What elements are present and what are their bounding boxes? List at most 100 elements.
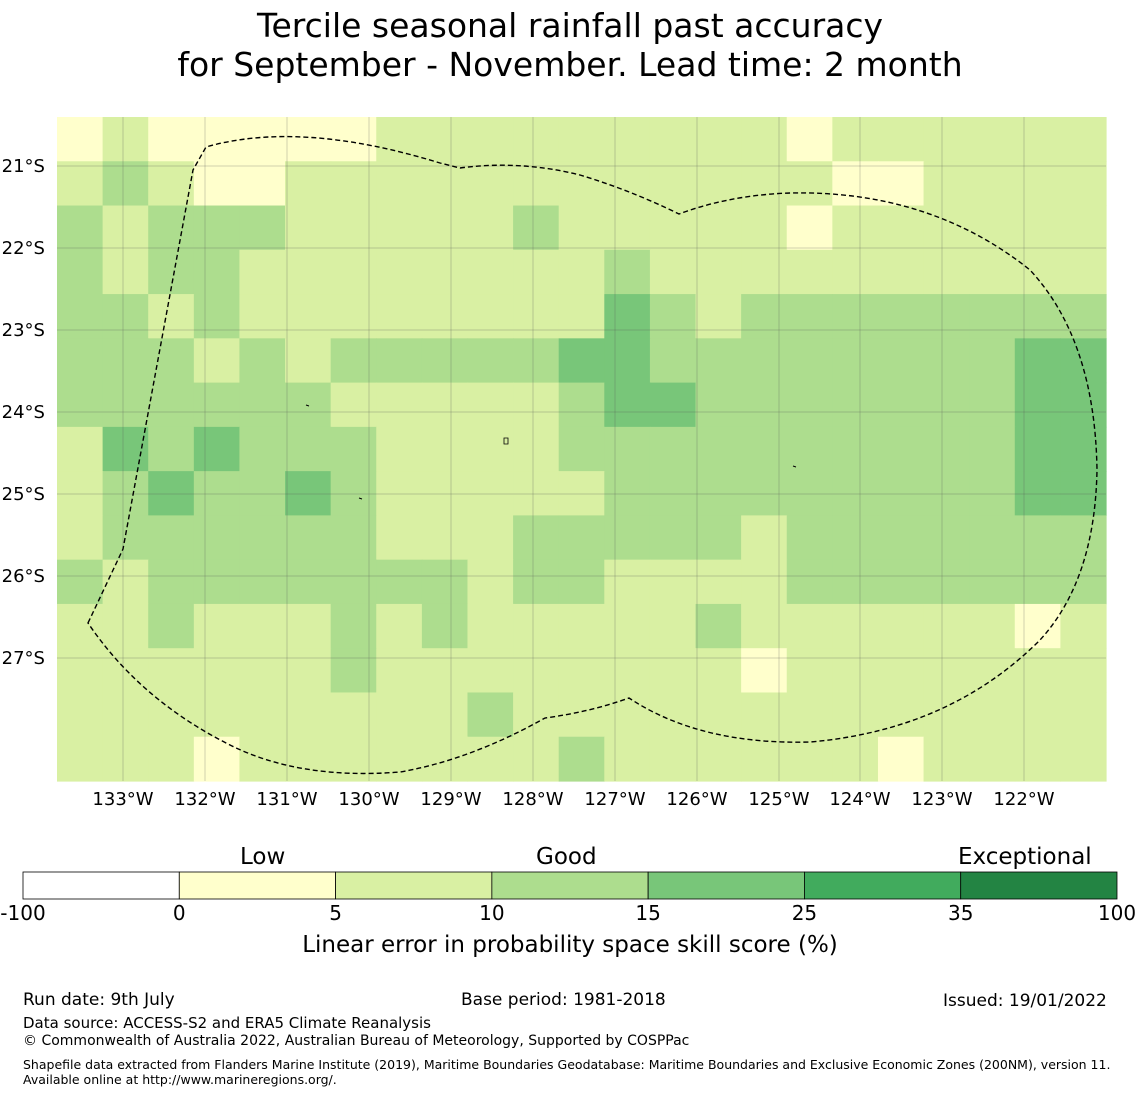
- grid-cell: [877, 471, 925, 516]
- colorbar-segment: [960, 871, 1118, 900]
- grid-cell: [604, 205, 651, 251]
- grid-cell: [467, 382, 514, 428]
- grid-cell: [969, 603, 1016, 649]
- grid-cell: [649, 471, 697, 516]
- grid-cell: [467, 249, 514, 295]
- grid-cell: [148, 294, 195, 339]
- grid-cell: [741, 648, 788, 694]
- grid-cell: [57, 382, 104, 428]
- longitude-labels: 133°W 132°W 131°W 130°W 129°W 128°W 127°W 126°W…: [92, 789, 1054, 810]
- grid-cell: [969, 249, 1016, 295]
- grid-cell: [604, 249, 651, 295]
- grid-cell: [1014, 338, 1061, 384]
- grid-cell: [923, 382, 970, 428]
- grid-cell: [102, 559, 149, 605]
- grid-cell: [969, 426, 1016, 472]
- grid-cell: [786, 117, 833, 162]
- grid-cell: [421, 471, 469, 516]
- grid-cell: [148, 426, 195, 472]
- grid-cell: [330, 603, 377, 649]
- grid-cell: [102, 736, 149, 782]
- grid-cell: [1060, 692, 1107, 738]
- grid-cell: [102, 515, 149, 561]
- grid-cell: [57, 692, 104, 738]
- island-marker: [503, 437, 509, 445]
- grid-cell: [330, 559, 377, 605]
- grid-cell: [102, 205, 149, 251]
- grid-cell: [57, 161, 104, 207]
- grid-cell: [467, 205, 514, 251]
- grid-cell: [832, 117, 879, 162]
- grid-cell: [513, 294, 560, 339]
- colorbar-segments: [22, 871, 1118, 900]
- longitude-label: 124°W: [829, 789, 890, 810]
- grid-cell: [649, 294, 697, 339]
- grid-cell: [649, 426, 697, 472]
- grid-cell: [239, 559, 286, 605]
- grid-cell: [832, 736, 879, 782]
- grid-cell: [786, 471, 833, 516]
- grid-cell: [421, 648, 469, 694]
- grid-cell: [421, 117, 469, 162]
- grid-cell: [330, 648, 377, 694]
- grid-cell: [421, 515, 469, 561]
- latitude-label: 24°S: [2, 402, 45, 423]
- grid-cell: [604, 338, 651, 384]
- grid-cell: [604, 161, 651, 207]
- grid-cell: [193, 117, 241, 162]
- grid-cell: [923, 648, 970, 694]
- grid-cell: [786, 559, 833, 605]
- grid-cell: [695, 382, 742, 428]
- grid-cell: [1014, 426, 1061, 472]
- grid-cell: [376, 736, 423, 782]
- grid-cell: [285, 117, 332, 162]
- map-title-line-1: Tercile seasonal rainfall past accuracy: [256, 6, 884, 45]
- grid-cell: [285, 471, 332, 516]
- grid-cell: [239, 692, 286, 738]
- grid-cell: [1014, 161, 1061, 207]
- grid-cell: [421, 382, 469, 428]
- colorbar-tick-label: 25: [791, 901, 818, 925]
- grid-cell: [513, 692, 560, 738]
- grid-cell: [695, 648, 742, 694]
- grid-cell: [1060, 736, 1107, 782]
- grid-cell: [102, 338, 149, 384]
- grid-cell: [467, 117, 514, 162]
- grid-cell: [969, 692, 1016, 738]
- longitude-label: 128°W: [502, 789, 563, 810]
- grid-cell: [376, 515, 423, 561]
- grid-cell: [1014, 692, 1061, 738]
- grid-cell: [239, 205, 286, 251]
- grid-cell: [193, 736, 241, 782]
- colorbar-tick-label: 100: [1097, 901, 1137, 925]
- grid-cell: [1060, 161, 1107, 207]
- grid-cell: [649, 382, 697, 428]
- grid-cell: [1060, 249, 1107, 295]
- grid-cell: [1060, 648, 1107, 694]
- grid-cell: [832, 249, 879, 295]
- grid-cell: [923, 426, 970, 472]
- grid-cell: [330, 692, 377, 738]
- grid-cell: [285, 382, 332, 428]
- grid-cell: [649, 603, 697, 649]
- grid-cell: [877, 294, 925, 339]
- grid-cell: [239, 736, 286, 782]
- grid-cell: [285, 426, 332, 472]
- grid-cell: [1060, 471, 1107, 516]
- grid-cell: [877, 648, 925, 694]
- longitude-label: 126°W: [666, 789, 727, 810]
- grid-cell: [421, 603, 469, 649]
- grid-cell: [467, 648, 514, 694]
- grid-cell: [741, 161, 788, 207]
- grid-cell: [969, 648, 1016, 694]
- longitude-label: 130°W: [338, 789, 399, 810]
- grid-cell: [558, 603, 605, 649]
- grid-cell: [376, 294, 423, 339]
- grid-cell: [513, 338, 560, 384]
- grid-cell: [57, 294, 104, 339]
- grid-cell: [786, 294, 833, 339]
- grid-cell: [193, 515, 241, 561]
- grid-cell: [741, 736, 788, 782]
- longitude-label: 123°W: [911, 789, 972, 810]
- grid-cell: [148, 382, 195, 428]
